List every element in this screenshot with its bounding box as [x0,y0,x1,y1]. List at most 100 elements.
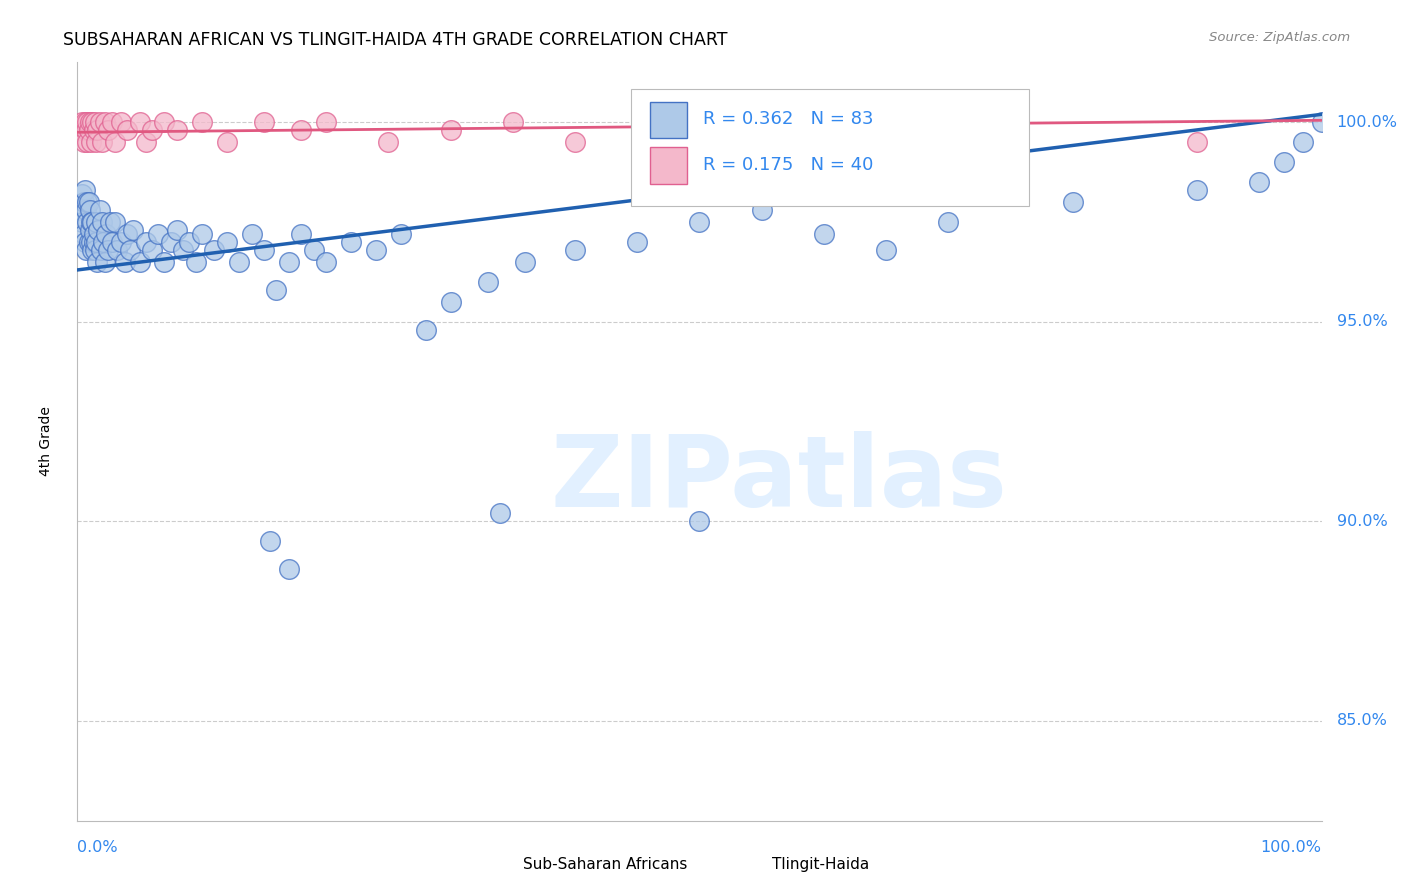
Bar [650,147,688,184]
Point [128,255,150,269]
Point [302,243,325,257]
Point [110,115,132,129]
Point [253,115,276,129]
Point [91,215,114,229]
Text: 4th Grade: 4th Grade [39,407,53,476]
Point [159,235,181,249]
Point [75,203,97,218]
Point [82,215,104,229]
Point [72,227,94,241]
Text: Sub-Saharan Africans: Sub-Saharan Africans [523,857,688,872]
Point [340,235,363,249]
Point [191,227,214,241]
Point [813,227,835,241]
Text: Source: ZipAtlas.com: Source: ZipAtlas.com [1209,31,1350,45]
Point [240,227,263,241]
Point [253,243,276,257]
Point [82,115,104,129]
Point [77,235,100,249]
Point [184,255,207,269]
Text: 0.0%: 0.0% [77,839,118,855]
Point [89,115,111,129]
Point [564,135,586,149]
Point [202,243,225,257]
Point [689,215,711,229]
Point [153,115,176,129]
Point [84,235,107,249]
Point [191,115,214,129]
Point [626,235,648,249]
Point [114,255,136,269]
Point [148,227,170,241]
Point [502,115,524,129]
Point [72,115,94,129]
Point [86,255,108,269]
Point [72,215,94,229]
Point [76,115,98,129]
Point [1185,183,1208,197]
Point [70,123,93,137]
Point [80,235,103,249]
Point [89,203,111,218]
Point [936,215,959,229]
Point [73,115,96,129]
Point [84,215,107,229]
Point [77,123,100,137]
Point [86,123,108,137]
Point [1310,115,1333,129]
Point [228,255,250,269]
Point [689,514,711,528]
Point [179,235,201,249]
Text: Tlingit-Haida: Tlingit-Haida [772,857,869,872]
Point [135,235,157,249]
Point [70,203,93,218]
Point [266,283,288,297]
Point [1185,135,1208,149]
Point [215,135,238,149]
Point [277,255,299,269]
Point [80,215,103,229]
Point [105,243,128,257]
Point [93,255,115,269]
Text: 100.0%: 100.0% [1261,839,1322,855]
Point [83,243,105,257]
Point [122,223,145,237]
Point [104,135,127,149]
Text: 95.0%: 95.0% [1337,314,1388,329]
Point [290,123,312,137]
Point [72,135,94,149]
Point [76,215,98,229]
Point [110,235,132,249]
Point [439,294,461,309]
Point [277,562,299,576]
Point [75,123,97,137]
Point [166,223,188,237]
Point [79,203,101,218]
Point [84,135,107,149]
Point [83,123,105,137]
Point [1062,195,1084,210]
Point [82,243,104,257]
Point [135,135,157,149]
Point [91,135,114,149]
Point [489,507,512,521]
Text: 85.0%: 85.0% [1337,714,1388,729]
Point [290,227,312,241]
Point [564,243,586,257]
Point [79,223,101,237]
Point [73,183,96,197]
Point [389,227,412,241]
Point [83,115,105,129]
Point [936,115,959,129]
Point [76,135,98,149]
Point [79,115,101,129]
Point [115,227,138,241]
Point [72,187,94,202]
Point [172,243,194,257]
Point [141,123,163,137]
Point [689,123,711,137]
Point [415,323,437,337]
Point [97,123,120,137]
Bar [737,854,765,876]
Point [101,115,124,129]
